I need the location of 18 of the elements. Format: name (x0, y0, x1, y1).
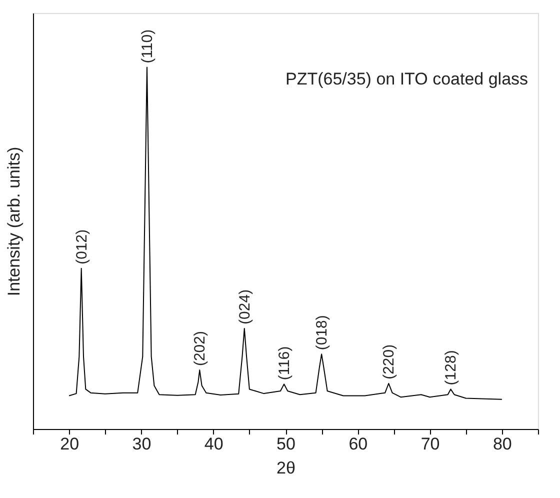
x-tick-label: 50 (276, 434, 296, 454)
annotation: (110) (138, 29, 156, 64)
x-tick-label: 20 (60, 434, 80, 454)
annotation: (202) (192, 331, 209, 366)
annotation: (128) (442, 350, 460, 386)
x-tick-label: 30 (132, 434, 152, 454)
x-tick-label: 40 (204, 434, 224, 454)
x-tick-label: 80 (492, 434, 512, 454)
annotation: (018) (314, 315, 331, 350)
annotation: (116) (276, 346, 294, 380)
annotation: (024) (236, 289, 254, 324)
x-tick-label: 60 (348, 434, 368, 454)
y-axis-title: Intensity (arb. units) (4, 146, 24, 296)
annotation: (220) (380, 344, 398, 380)
x-tick-label: 70 (420, 434, 440, 454)
annotation: PZT(65/35) on ITO coated glass (286, 70, 528, 89)
x-axis-title: 2θ (276, 458, 296, 478)
annotation: (012) (73, 229, 90, 264)
